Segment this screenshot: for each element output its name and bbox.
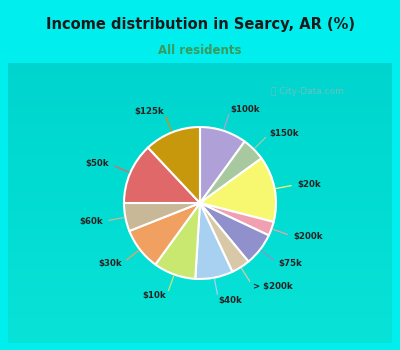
Text: ⓘ City-Data.com: ⓘ City-Data.com	[271, 86, 344, 96]
Wedge shape	[155, 203, 200, 279]
Text: > $200k: > $200k	[253, 282, 293, 291]
Text: $60k: $60k	[79, 217, 103, 226]
Wedge shape	[195, 203, 232, 279]
Wedge shape	[200, 203, 269, 261]
Text: $20k: $20k	[297, 180, 321, 189]
Text: $30k: $30k	[98, 259, 122, 268]
Text: $40k: $40k	[218, 295, 242, 304]
Wedge shape	[129, 203, 200, 265]
Text: $200k: $200k	[293, 232, 322, 241]
Text: All residents: All residents	[158, 44, 242, 57]
Wedge shape	[124, 203, 200, 231]
Wedge shape	[148, 127, 200, 203]
Text: $75k: $75k	[278, 259, 302, 268]
Wedge shape	[124, 148, 200, 203]
Text: $100k: $100k	[230, 105, 260, 113]
Wedge shape	[200, 127, 245, 203]
Text: $150k: $150k	[270, 129, 300, 138]
Wedge shape	[200, 141, 262, 203]
Wedge shape	[200, 158, 276, 222]
Text: $10k: $10k	[143, 292, 166, 300]
Text: $50k: $50k	[86, 159, 109, 168]
Text: Income distribution in Searcy, AR (%): Income distribution in Searcy, AR (%)	[46, 17, 354, 32]
Wedge shape	[200, 203, 248, 272]
Text: $125k: $125k	[134, 107, 164, 116]
Wedge shape	[200, 203, 274, 235]
